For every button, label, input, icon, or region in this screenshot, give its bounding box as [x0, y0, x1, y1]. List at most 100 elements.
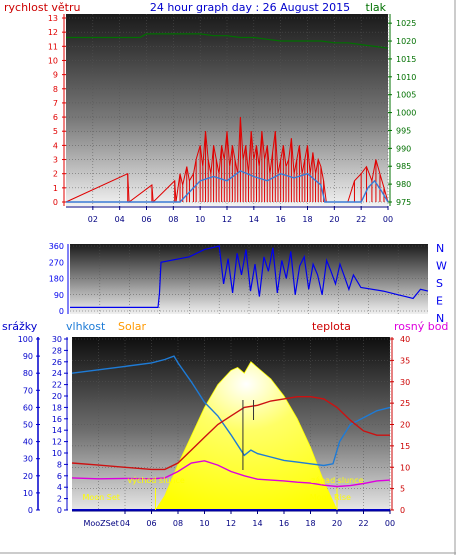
- x-tick-label: 08: [168, 215, 178, 224]
- y-tick-label: 15: [400, 442, 410, 451]
- y-tick-label: 7: [53, 99, 58, 108]
- x-tick-label: 18: [302, 215, 312, 224]
- right-y-axis: 975 980 985 990 995 1000 1005 1010 1015 1020 1025: [388, 14, 416, 207]
- y-tick-label: 10: [48, 56, 58, 65]
- y-tick-label: 9: [53, 71, 58, 80]
- sunrise-label: východ slunce: [127, 476, 184, 485]
- series-line-smer-vetru: [70, 245, 429, 308]
- y-tick-label: 14: [52, 426, 62, 435]
- temperature-humidity-chart: srážky vlhkost Solar teplota rosný bod v…: [2, 320, 448, 528]
- y-tick-label: 980: [396, 180, 411, 189]
- y-tick-label: 8: [53, 85, 58, 94]
- y-tick-label: 25: [400, 399, 410, 408]
- y-tick-label: 180: [49, 275, 64, 284]
- y-tick-label: 30: [52, 335, 62, 344]
- y-tick-label: 3: [53, 156, 58, 165]
- x-tick-label: 20: [329, 215, 339, 224]
- y-tick-label: 6: [53, 113, 58, 122]
- y-tick-label: 20: [23, 472, 33, 481]
- y-tick-label: 13: [48, 14, 58, 23]
- x-tick-label: 14: [252, 519, 262, 528]
- y-tick-label: 985: [396, 162, 411, 171]
- x-axis: 04 06 08 10 12 14 16 18 20 22 00 MooZSet: [72, 510, 395, 528]
- temperature-axis-title: teplota: [312, 320, 351, 333]
- x-tick-label: 22: [356, 215, 366, 224]
- y-tick-label: 40: [400, 335, 410, 344]
- y-tick-label: 12: [52, 438, 62, 447]
- y-tick-label: 30: [400, 378, 410, 387]
- y-tick-label: 4: [57, 483, 62, 492]
- y-tick-label: 5: [53, 127, 58, 136]
- x-tick-label: 14: [249, 215, 259, 224]
- y-tick-label: 11: [48, 42, 58, 51]
- wind-pressure-chart: rychlost větru 24 hour graph day : 26 Au…: [4, 1, 416, 224]
- left-axis-title: rychlost větru: [4, 1, 80, 14]
- y-tick-label: 30: [23, 455, 33, 464]
- compass-label: N: [436, 242, 444, 255]
- y-tick-label: 10: [23, 489, 33, 498]
- annotations: východ slunce západ slunce Moon Set Moon Ri…: [82, 400, 364, 510]
- x-axis: 02 04 06 08 10 12 14 16 18 20 22 00: [66, 206, 393, 224]
- y-tick-label: 35: [400, 356, 410, 365]
- x-tick-label: 16: [279, 519, 289, 528]
- moon-set-label: Moon Set: [82, 493, 119, 502]
- y-tick-label: 1005: [396, 91, 416, 100]
- rain-axis-title: srážky: [2, 320, 38, 333]
- x-tick-label: 22: [358, 519, 368, 528]
- y-tick-label: 20: [52, 392, 62, 401]
- x-tick-label: 10: [195, 215, 205, 224]
- y-tick-label: 2: [53, 170, 58, 179]
- y-tick-label: 360: [49, 242, 64, 251]
- compass-label: E: [436, 295, 443, 308]
- y-tick-label: 24: [52, 369, 62, 378]
- temperature-y-axis: 0 5 10 15 20 25 30 35 40: [390, 335, 410, 515]
- x-tick-label: 00: [385, 519, 395, 528]
- series-line-prumer-vetru: [66, 170, 389, 203]
- y-tick-label: 975: [396, 198, 411, 207]
- x-tick-label: 20: [332, 519, 342, 528]
- y-tick-label: 1: [53, 184, 58, 193]
- compass-label: N: [436, 312, 444, 325]
- y-tick-label: 1025: [396, 19, 416, 28]
- right-axis-title: tlak: [366, 1, 387, 14]
- y-tick-label: 1000: [396, 109, 416, 118]
- x-tick-label-moonset: MooZSet: [83, 519, 118, 528]
- y-tick-label: 70: [23, 386, 33, 395]
- y-tick-label: 5: [400, 485, 405, 494]
- left-y-axis: 0 90 180 270 360: [49, 242, 69, 316]
- x-tick-label: 10: [199, 519, 209, 528]
- series-line-teplota: [71, 396, 390, 471]
- y-tick-label: 26: [52, 358, 62, 367]
- y-tick-label: 4: [53, 141, 58, 150]
- dewpoint-axis-title: rosný bod: [394, 320, 448, 333]
- compass-label: S: [436, 277, 443, 290]
- x-tick-label: 12: [222, 215, 232, 224]
- y-tick-label: 80: [23, 369, 33, 378]
- y-tick-label: 1015: [396, 55, 416, 64]
- x-tick-label: 12: [226, 519, 236, 528]
- y-tick-label: 22: [52, 381, 62, 390]
- solar-axis-title: Solar: [118, 320, 147, 333]
- y-tick-label: 6: [57, 472, 62, 481]
- x-tick-label: 08: [173, 519, 183, 528]
- y-tick-label: 0: [59, 307, 64, 316]
- series-area-solar: [154, 361, 338, 511]
- x-tick-label: 04: [115, 215, 125, 224]
- y-tick-label: 40: [23, 438, 33, 447]
- series-line-tlak: [66, 33, 389, 49]
- x-tick-label: 02: [88, 215, 98, 224]
- y-tick-label: 16: [52, 415, 62, 424]
- series-layer: [65, 33, 389, 204]
- y-tick-label: 0: [400, 506, 405, 515]
- rain-y-axis: 0 10 20 30 40 50 60 70 80 90 100: [18, 335, 40, 515]
- y-tick-label: 60: [23, 403, 33, 412]
- moon-rise-label: Moon Rise: [310, 493, 351, 502]
- chart-title: 24 hour graph day : 26 August 2015: [150, 1, 350, 14]
- y-tick-label: 18: [52, 403, 62, 412]
- x-tick-label: 04: [120, 519, 130, 528]
- series-line-vlhkost: [71, 355, 391, 467]
